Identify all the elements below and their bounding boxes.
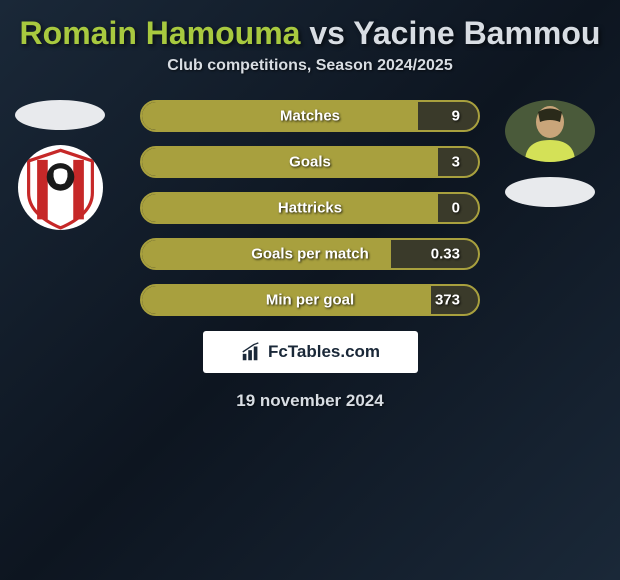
stat-bar: Matches 9 <box>140 100 480 132</box>
player2-club-placeholder <box>505 177 595 207</box>
stats-container: Matches 9 Goals 3 Hattricks 0 Goals per match 0… <box>140 100 480 316</box>
vs-text: vs <box>309 15 345 51</box>
chart-icon <box>240 341 262 363</box>
stat-bar: Goals 3 <box>140 146 480 178</box>
stat-bar: Min per goal 373 <box>140 284 480 316</box>
player-photo-icon <box>505 100 595 162</box>
player2-side <box>505 100 595 207</box>
player1-photo-placeholder <box>15 100 105 130</box>
stat-label: Goals per match <box>251 246 369 263</box>
player2-name: Yacine Bammou <box>353 15 600 51</box>
stat-value: 0 <box>452 200 460 217</box>
player1-name: Romain Hamouma <box>20 15 301 51</box>
player1-club-badge <box>18 145 103 230</box>
comparison-title: Romain Hamouma vs Yacine Bammou <box>0 0 620 57</box>
player2-photo <box>505 100 595 162</box>
stat-value: 3 <box>452 154 460 171</box>
content-area: Matches 9 Goals 3 Hattricks 0 Goals per match 0… <box>0 100 620 411</box>
stat-bar: Goals per match 0.33 <box>140 238 480 270</box>
stat-value: 9 <box>452 108 460 125</box>
brand-text: FcTables.com <box>268 342 380 362</box>
club-badge-icon <box>18 145 103 230</box>
date-text: 19 november 2024 <box>0 391 620 411</box>
stat-label: Hattricks <box>278 200 342 217</box>
stat-label: Matches <box>280 108 340 125</box>
subtitle: Club competitions, Season 2024/2025 <box>0 57 620 75</box>
stat-value: 0.33 <box>431 246 460 263</box>
stat-bar: Hattricks 0 <box>140 192 480 224</box>
brand-box[interactable]: FcTables.com <box>203 331 418 373</box>
stat-value: 373 <box>435 292 460 309</box>
player1-side <box>15 100 105 230</box>
stat-label: Goals <box>289 154 331 171</box>
stat-label: Min per goal <box>266 292 354 309</box>
